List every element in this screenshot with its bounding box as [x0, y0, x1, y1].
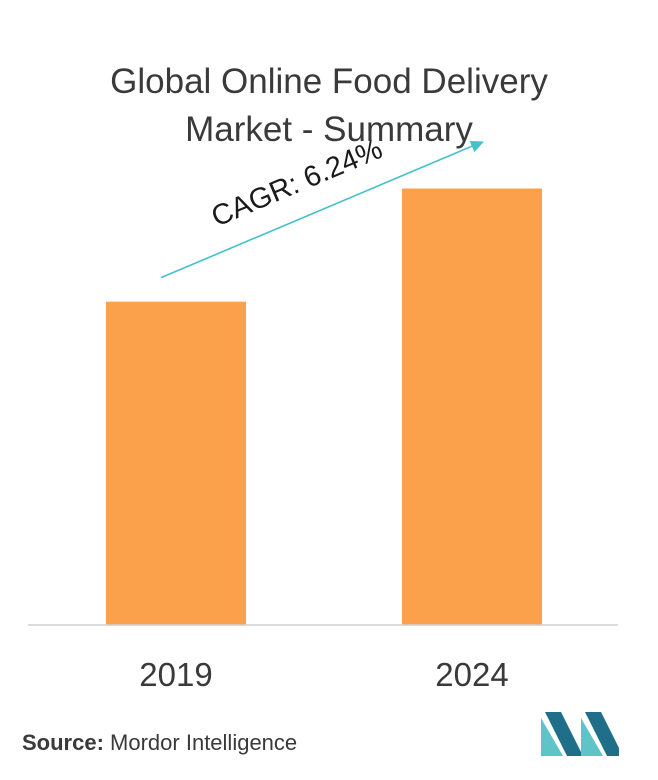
chart-title: Global Online Food Delivery Market - Sum…: [0, 58, 658, 154]
mordor-intelligence-logo-icon: [541, 712, 619, 756]
source-note: Source: Mordor Intelligence: [22, 730, 297, 756]
bar-2024: [402, 188, 542, 625]
cagr-arrow-line: [160, 143, 477, 279]
source-text: Mordor Intelligence: [110, 730, 298, 755]
x-tick-label-2019: 2019: [139, 656, 212, 693]
cagr-arrow-head: [469, 141, 484, 153]
x-tick-label-2024: 2024: [435, 656, 508, 693]
bar-2019: [106, 301, 246, 625]
source-label: Source:: [22, 730, 104, 755]
chart-title-line-1: Global Online Food Delivery: [110, 62, 548, 101]
bar-chart: 2019 2024 CAGR: 6.24%: [28, 133, 618, 693]
cagr-annotation: CAGR: 6.24%: [207, 133, 387, 233]
chart-title-line-2: Market - Summary: [185, 110, 473, 149]
